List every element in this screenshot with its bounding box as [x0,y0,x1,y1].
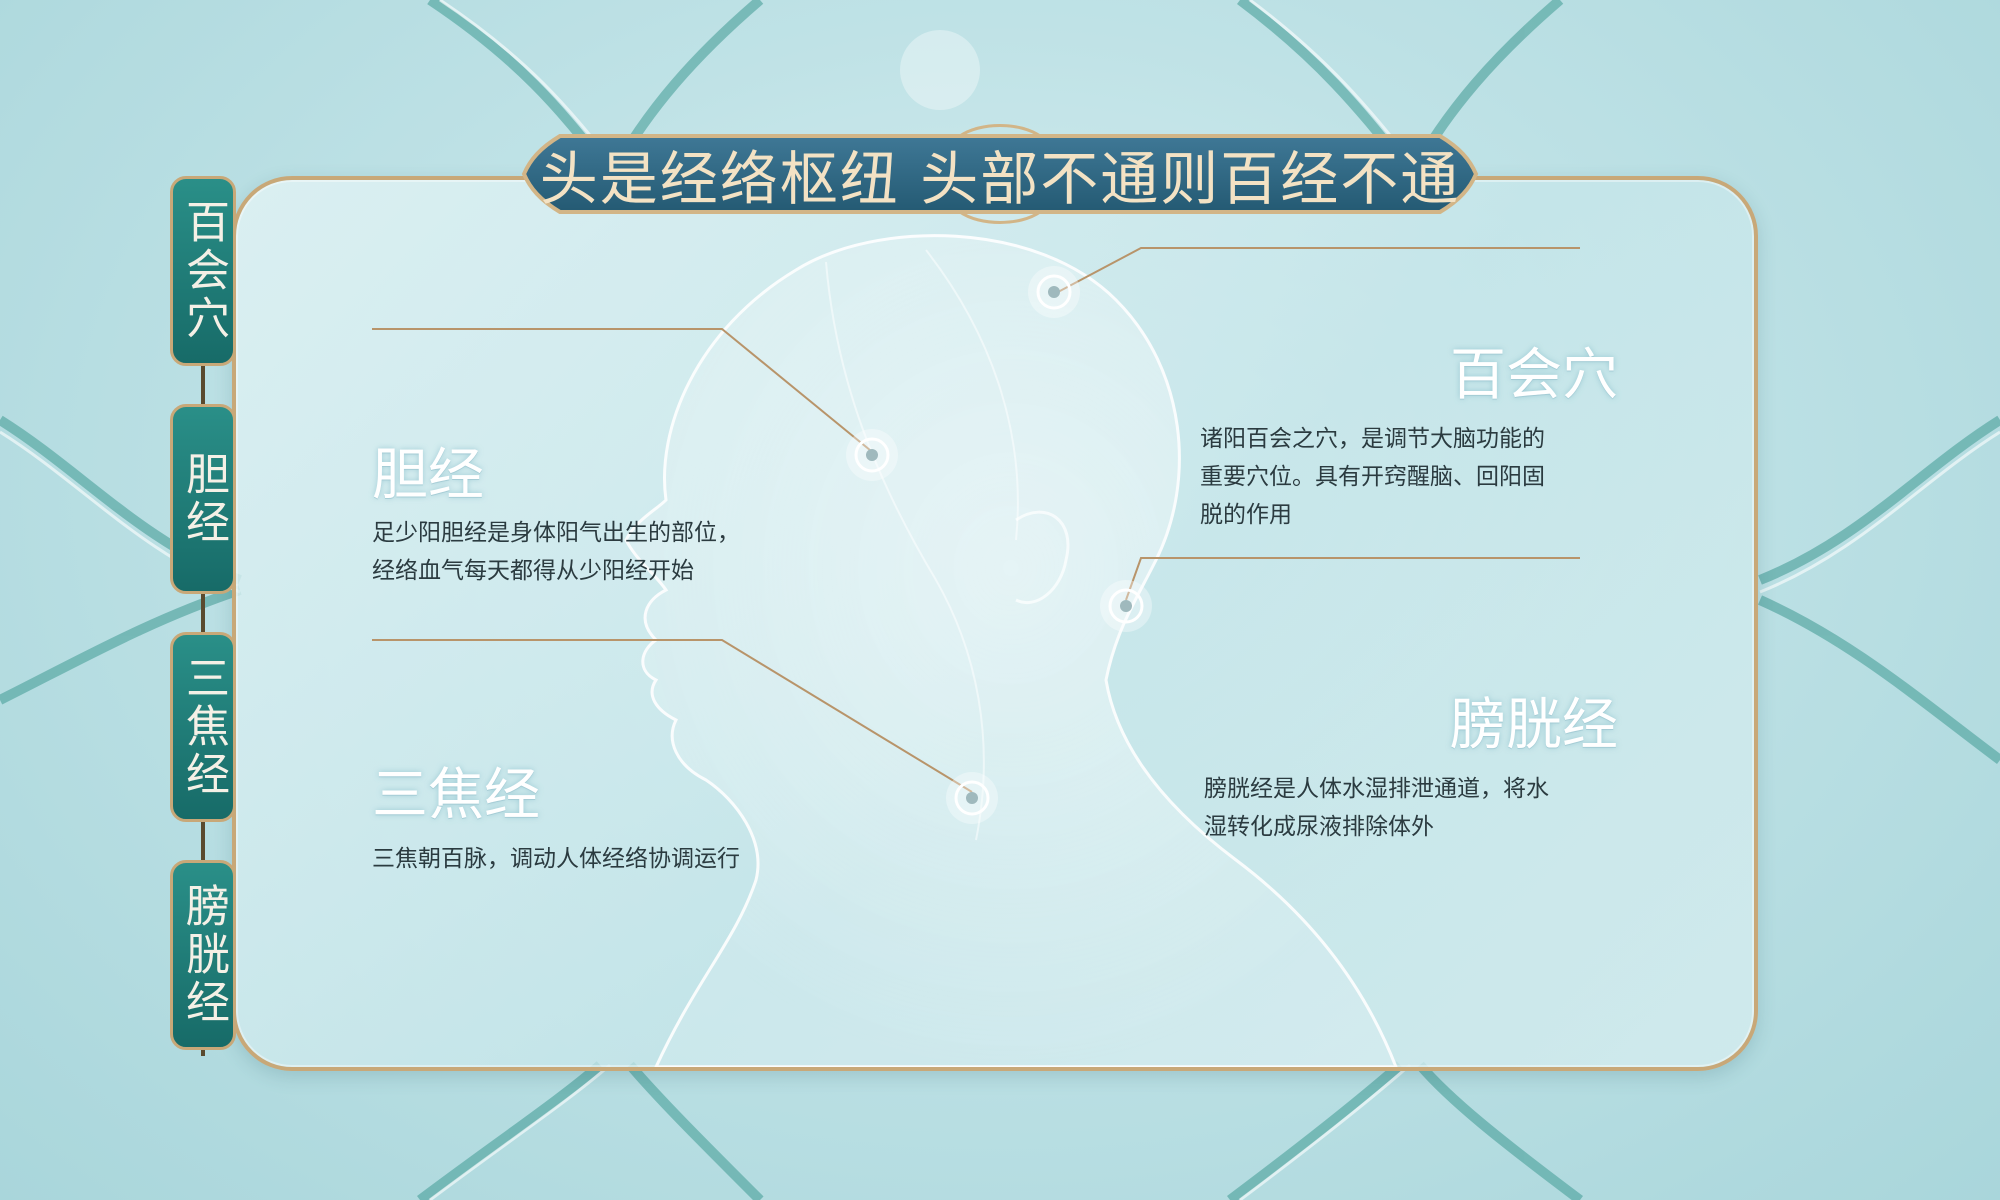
content-panel: 百会穴 诸阳百会之穴，是调节大脑功能的 重要穴位。具有开窍醒脑、回阳固 脱的作用… [232,176,1758,1071]
pangguang-title: 膀胱经 [1450,693,1618,758]
tab-pangguang-label: 膀胱经 [178,883,229,1027]
title-banner: 头是经络枢纽 头部不通则百经不通 [520,118,1480,230]
danjing-line-1: 足少阳胆经是身体阳气出生的部位， [372,520,740,546]
danjing-title: 胆经 [372,443,484,508]
side-tab-nav: 百会穴 胆经 三焦经 膀胱经 [170,176,236,1056]
sanjiao-title: 三焦经 [372,763,540,828]
sanjiao-line-1: 三焦朝百脉，调动人体经络协调运行 [372,846,740,872]
tab-sanjiao[interactable]: 三焦经 [170,632,236,822]
tab-baihui-label: 百会穴 [178,199,229,343]
tab-pangguang[interactable]: 膀胱经 [170,860,236,1050]
danjing-line-2: 经络血气每天都得从少阳经开始 [372,558,694,584]
tab-connector-line [201,176,205,1056]
tab-danjing-label: 胆经 [178,451,229,547]
danjing-description: 足少阳胆经是身体阳气出生的部位， 经络血气每天都得从少阳经开始 [372,514,792,590]
pangguang-line-1: 膀胱经是人体水湿排泄通道，将水 [1204,776,1549,802]
human-head-figure [372,234,1580,1067]
page-title: 头是经络枢纽 头部不通则百经不通 [539,145,1461,213]
tab-baihui[interactable]: 百会穴 [170,176,236,366]
pangguang-description: 膀胱经是人体水湿排泄通道，将水 湿转化成尿液排除体外 [1204,770,1604,846]
tab-sanjiao-label: 三焦经 [178,655,229,799]
baihui-line-1: 诸阳百会之穴，是调节大脑功能的 [1200,426,1545,452]
banner-frame [521,124,1479,224]
acupoint-markers [846,266,1152,824]
baihui-line-3: 脱的作用 [1200,502,1292,528]
tab-danjing[interactable]: 胆经 [170,404,236,594]
sanjiao-description: 三焦朝百脉，调动人体经络协调运行 [372,840,812,878]
baihui-line-2: 重要穴位。具有开窍醒脑、回阳固 [1200,464,1545,490]
pangguang-line-2: 湿转化成尿液排除体外 [1204,814,1434,840]
baihui-title: 百会穴 [1450,343,1618,408]
baihui-description: 诸阳百会之穴，是调节大脑功能的 重要穴位。具有开窍醒脑、回阳固 脱的作用 [1200,420,1600,534]
